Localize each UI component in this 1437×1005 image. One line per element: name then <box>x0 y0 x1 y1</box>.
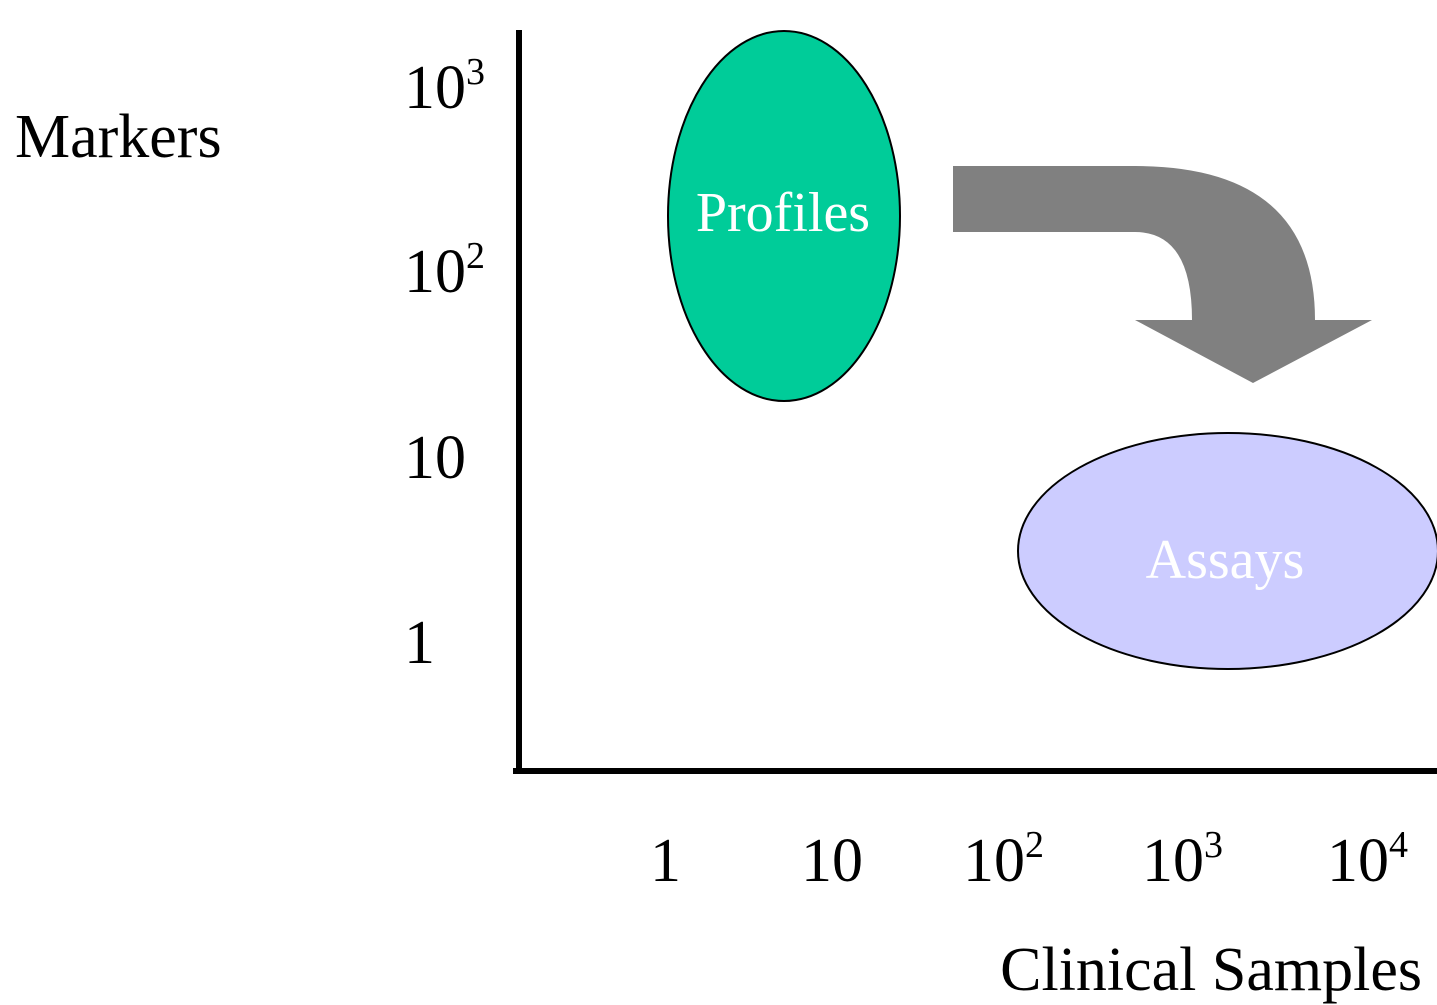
assays-label: Assays <box>1146 529 1305 591</box>
x-axis-label: Clinical Samples <box>1000 936 1422 1004</box>
x-tick-label: 102 <box>963 824 1044 895</box>
y-tick-label: 1 <box>404 609 435 677</box>
profiles-node: Profiles <box>667 30 901 402</box>
y-tick-label: 102 <box>404 235 485 306</box>
assays-node: Assays <box>1017 432 1437 670</box>
y-tick-label: 10 <box>404 424 466 492</box>
x-tick-label: 103 <box>1142 824 1223 895</box>
assays-ellipse <box>1017 432 1437 670</box>
y-tick-label: 103 <box>404 51 485 122</box>
profiles-ellipse <box>667 30 901 402</box>
x-tick-label: 104 <box>1327 824 1408 895</box>
profiles-label: Profiles <box>696 182 870 244</box>
curved-arrow-icon <box>953 166 1372 383</box>
x-tick-label: 10 <box>801 827 863 895</box>
y-axis-label: Markers <box>15 103 222 171</box>
x-tick-label: 1 <box>650 827 681 895</box>
